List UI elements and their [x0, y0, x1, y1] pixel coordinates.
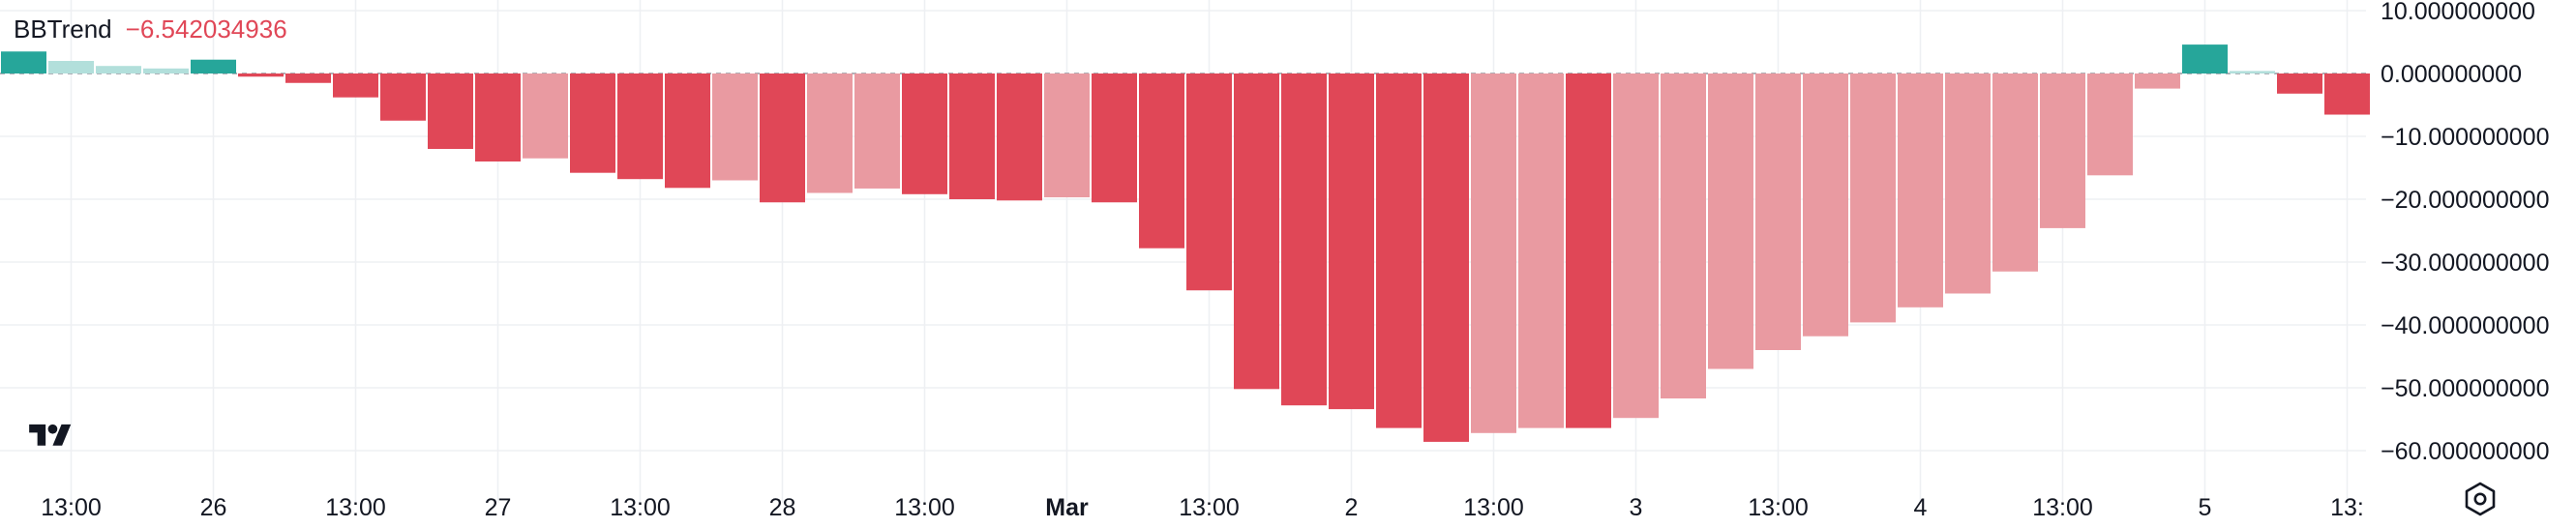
- x-tick-label: 13:00: [1463, 494, 1524, 521]
- x-tick-label: 2: [1345, 494, 1359, 521]
- indicator-legend[interactable]: BBTrend −6.542034936: [14, 10, 287, 48]
- histogram-bar: [523, 73, 568, 159]
- y-tick-label: −20.000000000: [2381, 187, 2550, 214]
- x-tick-label: 26: [200, 494, 227, 521]
- y-tick-label: 10.000000000: [2381, 0, 2535, 25]
- histogram-bar: [475, 73, 521, 161]
- histogram-bar: [1139, 73, 1184, 249]
- histogram-bar: [143, 68, 189, 73]
- x-tick-label: 4: [1914, 494, 1928, 521]
- x-tick-label: 13:00: [1748, 494, 1809, 521]
- histogram-bar: [1044, 73, 1090, 198]
- histogram-bar: [1898, 73, 1943, 308]
- histogram-bar: [1186, 73, 1232, 291]
- histogram-bar: [1708, 73, 1753, 369]
- histogram-bar: [807, 73, 853, 193]
- histogram-bar: [665, 73, 710, 189]
- histogram-bar: [712, 73, 758, 181]
- y-tick-label: 0.000000000: [2381, 61, 2522, 88]
- histogram-bar: [997, 73, 1042, 201]
- x-tick-label: 3: [1630, 494, 1643, 521]
- x-tick-label: 27: [485, 494, 512, 521]
- y-tick-label: −40.000000000: [2381, 312, 2550, 339]
- x-tick-label: 13:: [2330, 494, 2364, 521]
- histogram-bar: [191, 59, 236, 73]
- price-axis[interactable]: 10.000000000 0.000000000 −10.000000000 −20.…: [2381, 0, 2550, 465]
- y-tick-label: −30.000000000: [2381, 249, 2550, 277]
- histogram-bar: [238, 73, 284, 77]
- histogram-bar: [2182, 44, 2228, 73]
- histogram-bar: [2277, 73, 2322, 94]
- histogram-bar: [617, 73, 663, 180]
- x-tick-label: 13:00: [894, 494, 955, 521]
- histogram-bar: [333, 73, 378, 98]
- histogram-bar: [2324, 73, 2370, 115]
- indicator-value: −6.542034936: [125, 15, 287, 44]
- histogram-bar: [1850, 73, 1896, 323]
- x-tick-label: 5: [2199, 494, 2212, 521]
- histogram-bars: [1, 44, 2370, 442]
- x-tick-label: 13:00: [2032, 494, 2093, 521]
- histogram-bar: [1423, 73, 1469, 442]
- y-tick-label: −60.000000000: [2381, 438, 2550, 465]
- histogram-bar: [2230, 71, 2275, 73]
- histogram-bar: [1945, 73, 1991, 294]
- histogram-bar: [96, 66, 141, 73]
- histogram-bar: [1092, 73, 1137, 203]
- x-tick-label: 13:00: [325, 494, 386, 521]
- indicator-name: BBTrend: [14, 15, 112, 44]
- x-tick-label: Mar: [1045, 494, 1089, 521]
- x-tick-label: 13:00: [610, 494, 671, 521]
- histogram-bar: [1566, 73, 1611, 428]
- histogram-bar: [2040, 73, 2085, 228]
- histogram-bar: [902, 73, 947, 194]
- histogram-bar: [2135, 73, 2180, 89]
- time-axis[interactable]: 13:00 26 13:00 27 13:00 28 13:00 Mar 13:00 2 13:00…: [41, 494, 2364, 521]
- histogram-bar: [1613, 73, 1659, 419]
- histogram-bar: [428, 73, 473, 149]
- histogram-bar: [380, 73, 426, 121]
- histogram-bar: [1518, 73, 1564, 428]
- histogram-bar: [1992, 73, 2038, 272]
- histogram-bar: [949, 73, 995, 199]
- histogram-bar: [1471, 73, 1516, 433]
- histogram-bar: [1661, 73, 1706, 399]
- histogram-bar: [1329, 73, 1374, 410]
- histogram-bar: [854, 73, 900, 189]
- histogram-bar: [760, 73, 805, 203]
- histogram-bar: [285, 73, 331, 83]
- histogram-bar: [1376, 73, 1422, 428]
- histogram-bar: [1, 51, 46, 73]
- x-tick-label: 28: [769, 494, 796, 521]
- histogram-bar: [48, 61, 94, 73]
- settings-hex-icon[interactable]: [2462, 481, 2499, 517]
- y-tick-label: −10.000000000: [2381, 124, 2550, 151]
- x-tick-label: 13:00: [1179, 494, 1240, 521]
- y-tick-label: −50.000000000: [2381, 375, 2550, 402]
- histogram-bar: [2087, 73, 2133, 176]
- x-tick-label: 13:00: [41, 494, 102, 521]
- histogram-bar: [570, 73, 615, 173]
- histogram-bar: [1234, 73, 1279, 390]
- histogram-bar: [1803, 73, 1848, 337]
- tradingview-logo-icon[interactable]: [19, 420, 81, 453]
- histogram-bar: [1755, 73, 1801, 350]
- histogram-bar: [1281, 73, 1327, 406]
